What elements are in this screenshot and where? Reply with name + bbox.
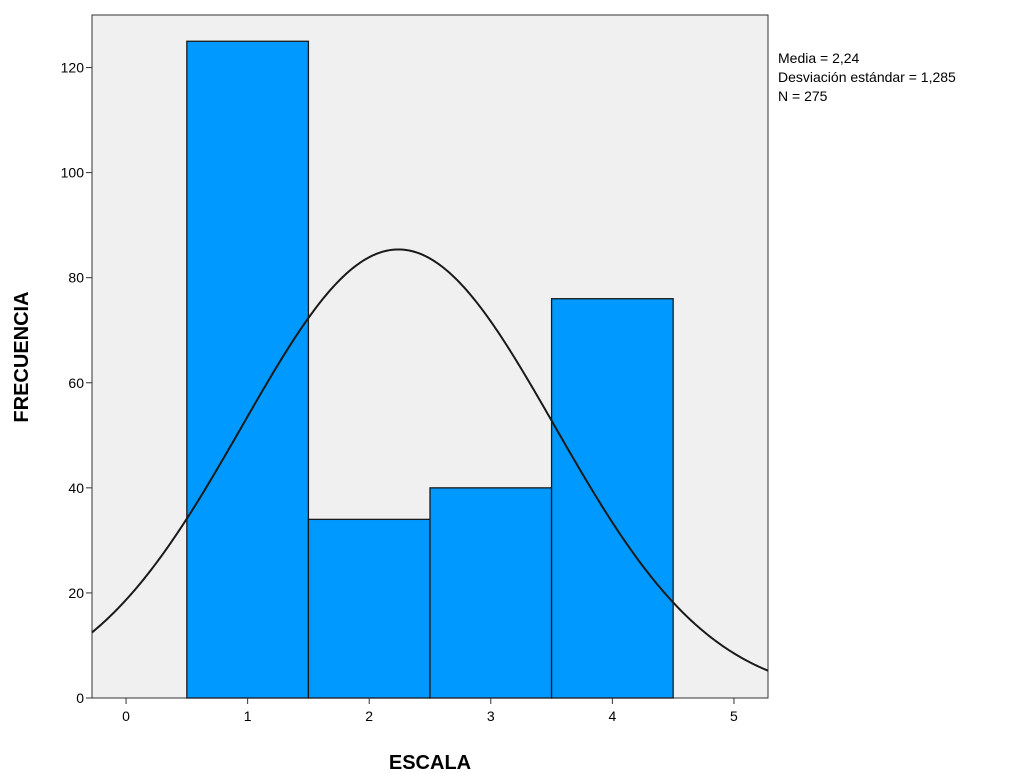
stats-std: Desviación estándar = 1,285	[778, 69, 956, 85]
x-tick-label-1: 1	[244, 708, 252, 724]
stats-n: N = 275	[778, 88, 828, 104]
x-tick-label-0: 0	[122, 708, 130, 724]
stats-legend: Media = 2,24 Desviación estándar = 1,285…	[778, 50, 956, 104]
histogram-bar-3	[429, 487, 553, 699]
x-axis-title: ESCALA	[389, 752, 471, 773]
axes-layer: 0 20 40 60 80 100 120 0 1 2 3 4 5	[61, 60, 738, 724]
stats-mean: Media = 2,24	[778, 50, 860, 66]
x-tick-label-4: 4	[608, 708, 616, 724]
x-tick-label-5: 5	[730, 708, 738, 724]
histogram-bar-4	[550, 298, 674, 699]
y-tick-label-20: 20	[68, 585, 84, 601]
y-tick-label-100: 100	[61, 165, 85, 181]
y-tick-label-80: 80	[68, 270, 84, 286]
histogram-bar-1	[186, 40, 310, 699]
bars-layer	[186, 40, 674, 699]
y-tick-label-120: 120	[61, 60, 85, 76]
y-axis-title: FRECUENCIA	[11, 291, 33, 422]
normal-curve-line	[91, 248, 769, 672]
x-tick-label-3: 3	[487, 708, 495, 724]
y-tick-label-0: 0	[76, 690, 84, 706]
histogram-bar-2	[307, 518, 431, 699]
x-tick-label-2: 2	[365, 708, 373, 724]
curve-layer	[91, 248, 769, 672]
y-tick-label-60: 60	[68, 375, 84, 391]
y-tick-label-40: 40	[68, 480, 84, 496]
